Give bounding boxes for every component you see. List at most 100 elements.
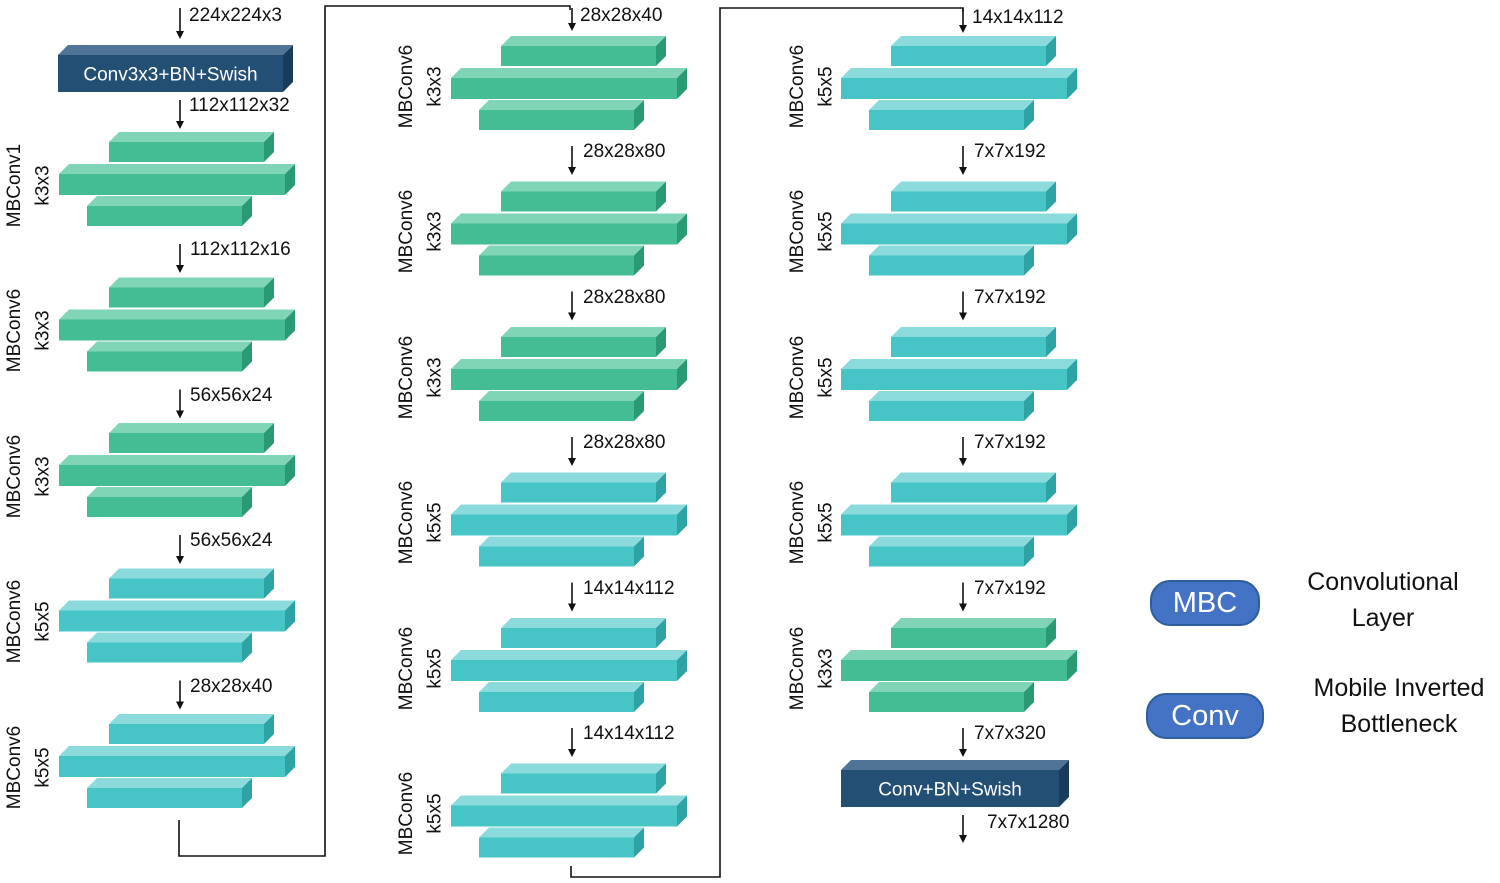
- col2-block-4: [451, 472, 687, 567]
- col2-block-1-upper-slab-front-face: [501, 46, 656, 66]
- col3-block-2-lower-slab-top-face: [869, 245, 1034, 256]
- col2-block-4-middle-slab-front-face: [451, 514, 677, 536]
- col1-block-2-middle-slab-top-face: [59, 309, 295, 320]
- col3-block-2-upper-slab-side-face: [1046, 181, 1056, 212]
- col3-block-4-upper-slab-top-face: [891, 472, 1056, 483]
- col3-block-1-kernel: k5x5: [815, 65, 837, 107]
- col2-block-6-upper-slab-front-face: [501, 773, 656, 794]
- col2-block-5-upper-slab: [501, 618, 666, 648]
- col2-block-2-lower-slab-side-face: [634, 245, 644, 276]
- col1-block-5-lower-slab-front-face: [87, 788, 242, 808]
- stem-conv-block-box: [58, 45, 293, 92]
- head-conv-block: Conv+BN+Swish: [841, 760, 1069, 807]
- col2-block-4-name: MBConv6: [395, 480, 417, 565]
- col2-block-3-lower-slab: [479, 391, 644, 421]
- col3-block-3-upper-slab-side-face: [1046, 327, 1056, 357]
- col2-block-4-lower-slab-side-face: [634, 536, 644, 567]
- col2-block-2-upper-slab: [501, 181, 666, 212]
- col1-block-1-middle-slab-side-face: [285, 164, 295, 195]
- col1-block-3-upper-slab: [109, 423, 274, 453]
- col2-block-1-middle-slab-top-face: [451, 68, 687, 78]
- col2-block-6-kernel: k5x5: [424, 793, 446, 834]
- col2-block-3-middle-slab-front-face: [451, 369, 677, 390]
- col1-block-2-name: MBConv6: [3, 288, 25, 373]
- col1-block-2-kernel: k3x3: [32, 310, 54, 351]
- col1-block-4-lower-slab: [87, 632, 252, 663]
- col3-block-4-lower-slab: [869, 536, 1034, 567]
- col3-block-5-upper-slab: [891, 618, 1056, 648]
- col3-block-2-middle-slab: [841, 213, 1077, 245]
- col1-block-4-upper-slab-front-face: [109, 578, 264, 599]
- col3-block-4-lower-slab-top-face: [869, 536, 1034, 547]
- col2-block-2-upper-slab-side-face: [656, 181, 666, 212]
- col2-block-2-lower-slab-top-face: [479, 245, 644, 256]
- col1-block-5-lower-slab-side-face: [242, 778, 252, 808]
- col3-block-5-lower-slab-side-face: [1024, 682, 1034, 712]
- col3-block-1-out-label: 7x7x192: [974, 141, 1046, 162]
- stem-conv-block-box-top-face: [58, 45, 293, 55]
- legend-mbc-line1: Convolutional: [1307, 568, 1459, 596]
- col1-block-3-upper-slab-front-face: [109, 433, 264, 453]
- col3-block-1-middle-slab-front-face: [841, 78, 1067, 99]
- col1-block-4-kernel: k5x5: [32, 601, 54, 642]
- col2-input-dim-label: 28x28x40: [580, 5, 663, 26]
- col2-block-4-middle-slab-top-face: [451, 504, 687, 515]
- col1-block-2-upper-slab-top-face: [109, 277, 274, 288]
- col3-block-3-middle-slab-side-face: [1067, 359, 1077, 390]
- col1-block-4-middle-slab-side-face: [285, 600, 295, 632]
- col1-block-4-lower-slab-side-face: [242, 632, 252, 663]
- col3-block-1-lower-slab-top-face: [869, 100, 1034, 110]
- col2-block-1-middle-slab-side-face: [677, 68, 687, 99]
- legend-conv-pill-label: Conv: [1171, 699, 1239, 732]
- col1-block-5-upper-slab-front-face: [109, 724, 264, 744]
- col3-block-3-kernel: k5x5: [815, 356, 837, 398]
- col2-block-6-middle-slab-front-face: [451, 805, 677, 827]
- col3-block-3-upper-slab-front-face: [891, 337, 1046, 357]
- col3-block-3: [841, 327, 1077, 421]
- col2-block-3-lower-slab-side-face: [634, 391, 644, 421]
- col2-block-3-kernel: k3x3: [424, 356, 446, 398]
- col2-block-2-middle-slab-side-face: [677, 213, 687, 245]
- col1-block-3-middle-slab-front-face: [59, 465, 285, 486]
- col2-block-4-middle-slab-side-face: [677, 504, 687, 536]
- col2-block-2-name: MBConv6: [395, 189, 417, 274]
- col2-block-3-out-label: 28x28x80: [583, 432, 666, 453]
- col3-block-5-out-label: 7x7x320: [974, 723, 1046, 744]
- col2-block-5-upper-slab-side-face: [656, 618, 666, 648]
- col1-block-5-middle-slab-front-face: [59, 756, 285, 777]
- col3-block-4: [841, 472, 1077, 567]
- col1-stem-out-label: 112x112x32: [189, 95, 290, 116]
- col2-block-1-kernel: k3x3: [424, 65, 446, 107]
- col3-block-5-upper-slab-front-face: [891, 628, 1046, 648]
- col2-block-6-upper-slab-top-face: [501, 763, 666, 774]
- col1-block-5-middle-slab-side-face: [285, 746, 295, 777]
- col3-block-1-lower-slab-side-face: [1024, 100, 1034, 130]
- col3-block-5-middle-slab-side-face: [1067, 650, 1077, 681]
- col3-block-5: [841, 618, 1077, 712]
- col2-block-2-lower-slab: [479, 245, 644, 276]
- stem-conv-block-box-side-face: [283, 45, 293, 92]
- col2-block-1-middle-slab: [451, 68, 687, 99]
- col2-block-2-upper-slab-front-face: [501, 191, 656, 212]
- col2-block-5-kernel: k5x5: [424, 647, 446, 689]
- col1-block-2-lower-slab-side-face: [242, 341, 252, 372]
- col1-block-3: [59, 423, 295, 517]
- col2-block-3-upper-slab-top-face: [501, 327, 666, 337]
- head-conv-block-label: Conv+BN+Swish: [878, 780, 1022, 801]
- col3-block-5-lower-slab-front-face: [869, 692, 1024, 712]
- col2-block-5-middle-slab-side-face: [677, 650, 687, 681]
- col1-block-2-middle-slab-front-face: [59, 319, 285, 341]
- col1-block-1-upper-slab-top-face: [109, 132, 274, 142]
- col3-block-1-upper-slab: [891, 36, 1056, 66]
- col3-block-2-kernel: k5x5: [815, 211, 837, 252]
- col2-block-2-middle-slab-front-face: [451, 223, 677, 245]
- col1-block-5-upper-slab-top-face: [109, 714, 274, 724]
- col1-block-3-lower-slab: [87, 487, 252, 517]
- col2-block-3: [451, 327, 687, 421]
- col3-block-3-lower-slab-side-face: [1024, 391, 1034, 421]
- col2-block-1-upper-slab-side-face: [656, 36, 666, 66]
- col2-block-1-out-label: 28x28x80: [583, 141, 666, 162]
- col3-block-1-middle-slab: [841, 68, 1077, 99]
- col3-block-4-middle-slab-top-face: [841, 504, 1077, 515]
